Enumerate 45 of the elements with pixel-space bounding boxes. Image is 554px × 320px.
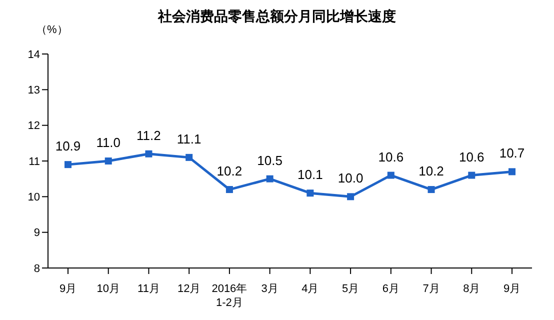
x-tick-label: 5月: [342, 283, 360, 295]
point: [306, 190, 314, 197]
point: [347, 193, 354, 200]
chart-title: 社会消费品零售总额分月同比增长速度: [158, 8, 396, 24]
data-label: 10.9: [55, 138, 81, 154]
x-tick-label: 8月: [463, 283, 480, 295]
data-label: 10.7: [499, 146, 525, 161]
y-tick-label: 14: [28, 48, 40, 61]
point: [186, 154, 193, 161]
data-label: 10.6: [458, 149, 484, 164]
point: [226, 186, 233, 194]
y-tick-label: 13: [28, 84, 40, 97]
y-tick-label: 12: [28, 120, 40, 132]
x-tick-label: 6月: [382, 283, 400, 295]
point: [508, 168, 516, 176]
point: [145, 150, 152, 158]
data-label: 10.1: [298, 167, 323, 182]
data-label: 11.1: [176, 131, 202, 146]
point: [387, 172, 394, 179]
y-axis-title: （%）: [36, 23, 68, 37]
data-label: 10.2: [216, 164, 242, 179]
x-tick-label: 12月: [177, 283, 201, 295]
point: [64, 161, 72, 168]
data-label: 11.2: [136, 128, 161, 143]
x-tick-label: 7月: [422, 283, 440, 295]
x-tick-label: 9月: [503, 283, 521, 295]
data-label: 10.6: [378, 149, 404, 164]
x-tick-label: 2016年 1-2月: [212, 283, 248, 309]
x-tick-label: 11月: [138, 283, 160, 295]
data-label: 10.5: [257, 152, 282, 168]
x-tick-label: 10月: [96, 283, 120, 295]
data-label: 11.0: [96, 135, 121, 150]
point: [428, 186, 435, 194]
x-tick-label: 3月: [261, 283, 278, 295]
data-label: 10.2: [418, 164, 444, 179]
y-tick-label: 8: [34, 262, 40, 275]
y-tick-label: 10: [28, 192, 40, 204]
point: [468, 172, 476, 179]
x-tick-label: 4月: [302, 283, 319, 295]
point: [104, 158, 112, 164]
point: [266, 175, 274, 182]
y-tick-label: 11: [28, 156, 40, 168]
y-tick-label: 9: [34, 227, 40, 240]
x-tick-label: 9月: [59, 283, 77, 295]
data-label: 10.0: [338, 170, 364, 186]
